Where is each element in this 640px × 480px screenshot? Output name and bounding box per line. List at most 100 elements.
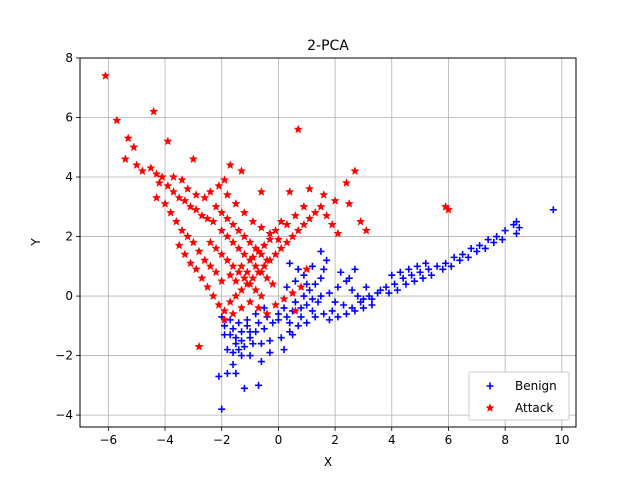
attack-point	[290, 306, 301, 315]
benign-point	[481, 244, 489, 252]
attack-point	[208, 216, 218, 226]
benign-point	[456, 256, 464, 264]
benign-point	[223, 346, 231, 354]
benign-point	[257, 340, 265, 348]
attack-point	[304, 213, 315, 223]
attack-point	[217, 225, 227, 235]
attack-point	[188, 237, 199, 247]
attack-point	[256, 291, 267, 301]
benign-point	[297, 313, 305, 321]
benign-point	[447, 262, 455, 270]
x-tick-label: −4	[156, 433, 174, 447]
benign-point	[393, 286, 401, 294]
attack-point	[285, 186, 295, 196]
benign-point	[286, 259, 294, 267]
benign-point	[246, 328, 254, 336]
attack-point	[214, 300, 224, 309]
benign-point	[238, 337, 246, 345]
benign-point	[283, 313, 291, 321]
attack-point	[194, 341, 204, 351]
benign-point	[459, 250, 467, 258]
benign-point	[422, 259, 430, 267]
y-tick-label: 4	[65, 170, 73, 184]
benign-point	[512, 218, 520, 226]
benign-point	[493, 233, 501, 241]
benign-point	[240, 343, 248, 351]
attack-point	[200, 192, 210, 202]
benign-point	[218, 405, 226, 413]
benign-point	[274, 310, 282, 318]
benign-point	[297, 304, 305, 312]
benign-point	[286, 328, 294, 336]
attack-point	[177, 175, 187, 184]
attack-point	[273, 234, 284, 244]
attack-point	[270, 300, 281, 309]
benign-point	[476, 241, 484, 249]
attack-point	[228, 261, 238, 271]
benign-point	[425, 265, 433, 273]
attack-point	[234, 267, 244, 277]
attack-point	[245, 279, 255, 289]
benign-point	[260, 325, 268, 333]
attack-point	[222, 255, 233, 265]
attack-point	[248, 252, 258, 262]
attack-point	[262, 309, 272, 318]
benign-point	[283, 283, 291, 291]
benign-point	[266, 337, 274, 345]
benign-point	[419, 274, 427, 282]
x-axis-ticks: −6 −4 −2 0 2 4 6 8 10	[99, 427, 569, 447]
attack-point	[205, 186, 216, 196]
attack-point	[120, 154, 131, 164]
benign-point	[280, 346, 288, 354]
benign-point	[277, 334, 285, 342]
legend-marker-attack	[485, 403, 495, 412]
benign-point	[300, 292, 308, 300]
attack-point	[248, 273, 258, 283]
benign-point	[416, 268, 424, 276]
attack-point	[262, 255, 272, 265]
series-benign	[215, 206, 557, 413]
benign-point	[215, 372, 223, 380]
attack-point	[112, 115, 122, 125]
attack-point	[236, 166, 247, 176]
attack-point	[160, 198, 170, 208]
y-tick-label: −4	[55, 408, 73, 422]
attack-point	[293, 124, 303, 134]
attack-point	[344, 198, 354, 208]
attack-point	[202, 282, 213, 292]
attack-point	[316, 201, 326, 211]
attack-point	[341, 178, 352, 187]
legend-box	[468, 371, 570, 421]
attack-point	[236, 303, 247, 312]
attack-point	[270, 225, 281, 235]
attack-point	[211, 201, 221, 211]
benign-point	[391, 280, 399, 288]
attack-point	[282, 237, 292, 247]
attack-point	[197, 210, 207, 220]
benign-point	[408, 271, 416, 279]
attack-point	[211, 243, 221, 253]
attack-point	[174, 240, 184, 250]
benign-point	[348, 286, 356, 294]
attack-point	[350, 166, 360, 176]
attack-point	[282, 219, 292, 229]
attack-point	[222, 189, 233, 199]
attack-point	[194, 246, 204, 256]
attack-point	[302, 264, 312, 274]
benign-point	[286, 319, 294, 327]
attack-point	[256, 222, 267, 232]
benign-point	[388, 271, 396, 279]
benign-point	[402, 280, 410, 288]
benign-point	[334, 283, 342, 291]
attack-point	[304, 184, 315, 193]
attack-point	[248, 216, 258, 226]
attack-point	[129, 142, 139, 152]
attack-point	[236, 261, 247, 271]
benign-point	[255, 319, 263, 327]
benign-point	[311, 280, 319, 288]
benign-point	[221, 331, 229, 339]
benign-point	[515, 224, 523, 232]
attack-point	[234, 243, 244, 253]
benign-point	[442, 259, 450, 267]
benign-point	[342, 310, 350, 318]
